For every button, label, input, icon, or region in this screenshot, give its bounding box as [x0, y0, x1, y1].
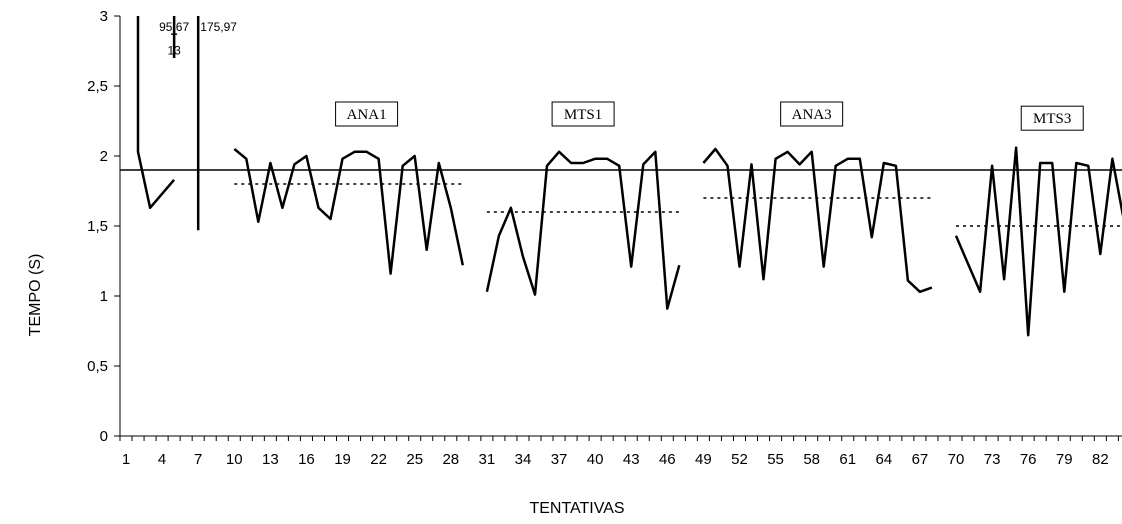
series-line	[485, 150, 681, 310]
x-tick-label: 19	[334, 451, 351, 468]
x-tick-label: 13	[262, 451, 279, 468]
phase-label: MTS1	[564, 107, 602, 123]
x-tick-label: 46	[659, 451, 676, 468]
y-axis-title: TEMPO (S)	[27, 254, 44, 337]
data-annotation: 175,97	[200, 20, 237, 34]
x-tick-label: 58	[803, 451, 820, 468]
phase-label-box	[780, 101, 844, 127]
x-tick-label: 43	[623, 451, 640, 468]
series-line	[233, 148, 465, 275]
y-tick-label: 0,5	[87, 358, 108, 375]
x-tick-label: 76	[1020, 451, 1037, 468]
y-tick-label: 2	[100, 148, 108, 165]
x-tick-label: 79	[1056, 451, 1073, 468]
axes: 00,511,522,531 4 7 10 13 16 19 22 25 28 31 34 37 40 43…	[87, 8, 1122, 468]
x-tick-label: 37	[551, 451, 568, 468]
y-tick-label: 1,5	[87, 218, 108, 235]
x-tick-label: 25	[406, 451, 423, 468]
x-tick-label: 73	[984, 451, 1001, 468]
x-tick-label: 55	[767, 451, 784, 468]
phase-label-box	[1020, 105, 1084, 131]
x-tick-label: 4	[158, 451, 166, 468]
x-tick-label: 61	[839, 451, 856, 468]
y-tick-label: 1	[100, 288, 108, 305]
x-tick-label: 67	[912, 451, 929, 468]
annotations: 95,67 13 175,97	[159, 20, 237, 58]
x-tick-label: 22	[370, 451, 387, 468]
x-tick-label: 82	[1092, 451, 1109, 468]
x-tick-label: 10	[226, 451, 243, 468]
phase-labels: ANA1 MTS1 ANA3 MTS3	[335, 101, 1084, 131]
x-tick-label: 34	[515, 451, 532, 468]
x-tick-label: 16	[298, 451, 315, 468]
series-line	[954, 146, 1122, 337]
data-annotation: 95,67	[159, 20, 189, 34]
x-tick-label: 7	[194, 451, 202, 468]
x-tick-label: 49	[695, 451, 712, 468]
y-tick-label: 3	[100, 8, 108, 25]
phase-label-box	[551, 101, 615, 127]
x-tick-label: 64	[875, 451, 892, 468]
series-line	[702, 147, 933, 294]
series-line	[136, 16, 176, 210]
phase-label: ANA3	[792, 107, 832, 123]
y-tick-label: 0	[100, 428, 108, 445]
data-series	[136, 16, 1122, 337]
data-annotation: 13	[167, 44, 181, 58]
phase-label: ANA1	[347, 107, 387, 123]
x-tick-label: 52	[731, 451, 748, 468]
x-tick-label: 1	[122, 451, 130, 468]
x-tick-label: 28	[442, 451, 459, 468]
x-tick-label: 40	[587, 451, 604, 468]
x-axis-title: TENTATIVAS	[529, 500, 624, 517]
x-tick-label: 31	[479, 451, 496, 468]
y-tick-label: 2,5	[87, 78, 108, 95]
phase-label-box	[335, 101, 399, 127]
phase-label: MTS3	[1033, 111, 1071, 127]
x-tick-label: 70	[948, 451, 965, 468]
